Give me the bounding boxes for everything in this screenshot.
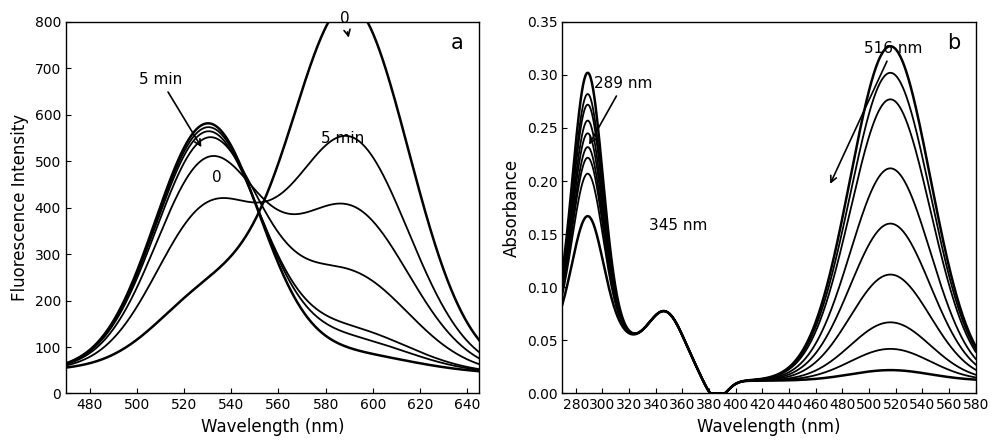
- Text: 5 min: 5 min: [139, 72, 200, 146]
- Y-axis label: Fluorescence Intensity: Fluorescence Intensity: [11, 114, 29, 301]
- Text: 345 nm: 345 nm: [649, 218, 707, 233]
- Text: 289 nm: 289 nm: [590, 76, 653, 143]
- X-axis label: Wavelength (nm): Wavelength (nm): [201, 418, 344, 436]
- Text: b: b: [947, 33, 960, 53]
- Text: 0: 0: [212, 170, 222, 186]
- Text: 0: 0: [340, 12, 350, 36]
- Y-axis label: Absorbance: Absorbance: [503, 159, 521, 257]
- Text: 5 min: 5 min: [321, 131, 364, 146]
- X-axis label: Wavelength (nm): Wavelength (nm): [697, 418, 841, 436]
- Text: 516 nm: 516 nm: [831, 41, 922, 182]
- Text: a: a: [450, 33, 463, 53]
